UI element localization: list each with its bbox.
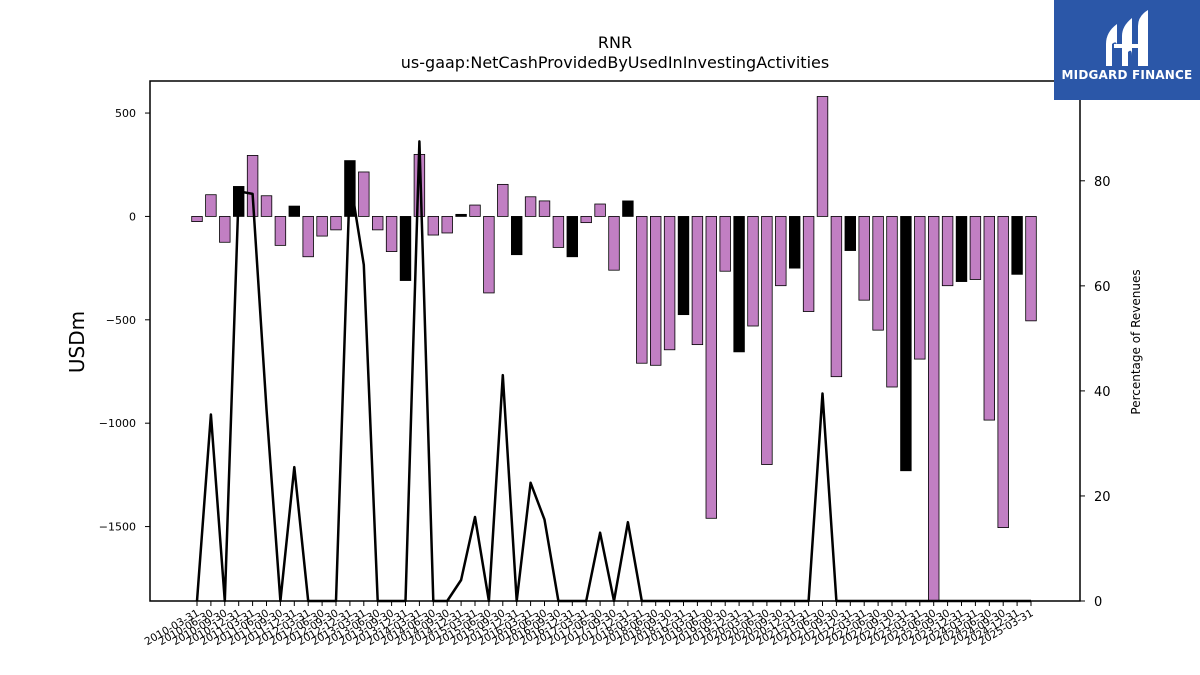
bar bbox=[385, 216, 398, 252]
bar bbox=[191, 216, 203, 222]
bar bbox=[733, 216, 745, 353]
bar bbox=[316, 216, 328, 237]
logo-text: MIDGARD FINANCE bbox=[1061, 68, 1193, 82]
chart-subtitle: us-gaap:NetCashProvidedByUsedInInvesting… bbox=[401, 53, 829, 72]
bar bbox=[941, 216, 954, 287]
bar bbox=[552, 216, 565, 248]
bar bbox=[205, 194, 217, 217]
y2-axis-label: Percentage of Revenues bbox=[1129, 269, 1143, 414]
bar bbox=[677, 216, 690, 316]
bar bbox=[371, 216, 384, 231]
y2-tick-label: 0 bbox=[1094, 595, 1102, 610]
y2-ticks: 0 20 40 60 80 bbox=[1080, 175, 1111, 610]
y-ticks: 500 0 −500 −1000 −1500 bbox=[99, 107, 150, 534]
y-tick-label: −500 bbox=[106, 314, 136, 327]
bars-group bbox=[191, 96, 1037, 602]
bar bbox=[955, 216, 968, 282]
y2-tick-label: 60 bbox=[1094, 280, 1111, 295]
bar bbox=[650, 216, 662, 366]
y2-tick-label: 80 bbox=[1094, 175, 1111, 190]
bar bbox=[288, 205, 301, 217]
bar bbox=[886, 216, 898, 388]
bar bbox=[928, 216, 940, 602]
bar bbox=[427, 216, 440, 236]
bar bbox=[483, 216, 495, 294]
bar bbox=[761, 216, 773, 465]
bar bbox=[455, 213, 467, 217]
bar bbox=[997, 216, 1009, 529]
bar bbox=[594, 203, 606, 217]
bar bbox=[580, 216, 592, 224]
bar bbox=[566, 216, 579, 258]
bar bbox=[858, 216, 870, 301]
y-axis-label: USDm bbox=[65, 311, 89, 373]
bar bbox=[441, 216, 453, 234]
bar bbox=[1011, 216, 1023, 275]
y-tick-label: −1000 bbox=[99, 417, 136, 430]
bar bbox=[872, 216, 884, 331]
bar bbox=[636, 216, 648, 364]
bar bbox=[469, 204, 481, 217]
bar bbox=[830, 216, 843, 378]
bar bbox=[358, 171, 370, 217]
bar bbox=[983, 216, 996, 421]
bar bbox=[1025, 216, 1037, 322]
bar bbox=[816, 96, 829, 217]
y-tick-label: −1500 bbox=[99, 521, 136, 534]
bar bbox=[622, 200, 634, 217]
bar bbox=[719, 216, 731, 272]
bar bbox=[900, 216, 912, 472]
bar bbox=[691, 216, 704, 346]
x-ticks: 2010-03-312010-06-302010-09-302010-12-31… bbox=[143, 601, 1036, 648]
bar bbox=[219, 216, 231, 243]
brand-logo: MIDGARD FINANCE bbox=[1054, 0, 1200, 100]
y2-tick-label: 20 bbox=[1094, 490, 1111, 505]
chart-title: RNR bbox=[598, 33, 632, 52]
bar bbox=[524, 196, 537, 217]
bar bbox=[705, 216, 718, 519]
bar bbox=[538, 200, 551, 217]
bar bbox=[330, 216, 342, 231]
bar bbox=[302, 216, 314, 258]
y2-tick-label: 40 bbox=[1094, 385, 1111, 400]
bar bbox=[844, 216, 857, 251]
bar bbox=[497, 183, 509, 217]
bar bbox=[789, 216, 801, 269]
bar bbox=[260, 195, 273, 217]
bar bbox=[775, 216, 787, 287]
bar bbox=[802, 216, 815, 312]
bar bbox=[246, 155, 259, 217]
bar bbox=[608, 216, 620, 271]
midgard-logo-icon bbox=[1106, 10, 1148, 66]
bar bbox=[914, 216, 926, 360]
bar bbox=[969, 216, 982, 280]
y-tick-label: 0 bbox=[129, 210, 136, 223]
bar bbox=[399, 216, 412, 281]
plot-frame bbox=[149, 80, 1081, 602]
bar bbox=[274, 216, 287, 246]
bar bbox=[663, 216, 676, 351]
bar bbox=[510, 216, 523, 256]
y-tick-label: 500 bbox=[115, 107, 136, 120]
bar bbox=[747, 216, 759, 327]
